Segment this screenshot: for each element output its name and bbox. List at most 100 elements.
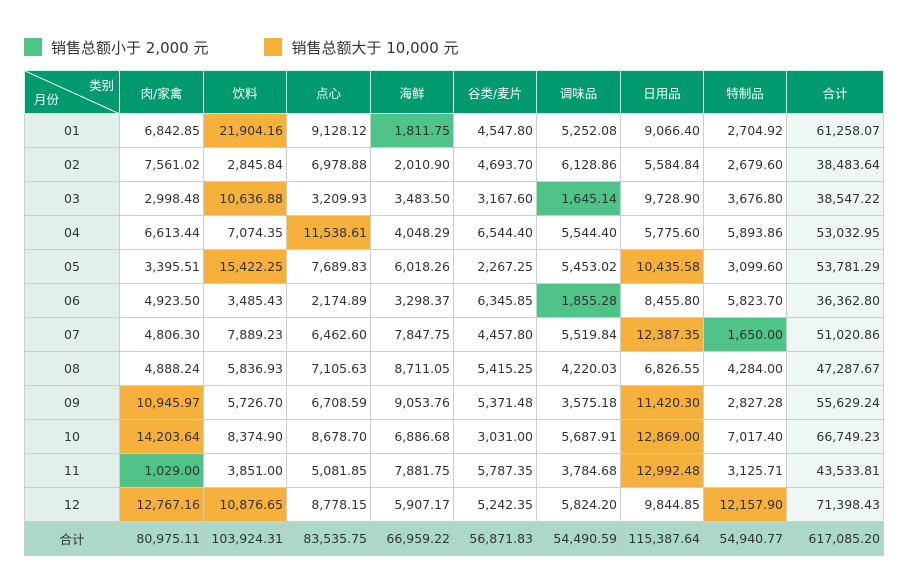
table-body: 01 6,842.85 21,904.16 9,128.12 1,811.75 4,547… [24,113,884,556]
table-row: 11 1,029.00 3,851.00 5,081.85 7,881.75 5,787.… [24,453,884,488]
column-total-cell: 54,490.59 [536,521,621,556]
value-cell: 4,888.24 [119,351,204,386]
column-total-cell: 617,085.20 [786,521,884,556]
value-cell: 9,053.76 [370,385,454,420]
value-cell: 5,519.84 [536,317,621,352]
corner-month-label: 月份 [34,92,60,107]
value-cell: 5,824.20 [536,487,621,522]
column-total-cell: 66,959.22 [370,521,454,556]
value-cell: 3,298.37 [370,283,454,318]
value-cell-above: 12,869.00 [620,419,704,454]
value-cell: 7,889.23 [203,317,287,352]
value-cell: 5,726.70 [203,385,287,420]
value-cell: 3,395.51 [119,249,204,284]
value-cell-above: 21,904.16 [203,113,287,148]
value-cell: 3,167.60 [453,181,537,216]
value-cell: 3,485.43 [203,283,287,318]
value-cell: 4,806.30 [119,317,204,352]
column-header: 点心 [286,70,371,114]
value-cell: 5,836.93 [203,351,287,386]
row-total-cell: 47,287.67 [786,351,884,386]
value-cell: 9,844.85 [620,487,704,522]
value-cell: 5,775.60 [620,215,704,250]
value-cell: 5,415.25 [453,351,537,386]
table-row: 07 4,806.30 7,889.23 6,462.60 7,847.75 4,457.… [24,317,884,352]
month-cell: 01 [24,113,120,148]
row-total-cell: 51,020.86 [786,317,884,352]
sales-table: 类别 月份 肉/家禽 饮料 点心 海鲜 谷类/麦片 调味品 日用品 特制品 合计 01 6,842… [24,70,884,556]
legend-swatch-above [264,38,283,56]
legend-label-below: 销售总额小于 2,000 元 [51,38,209,57]
month-cell: 11 [24,453,120,488]
value-cell: 4,923.50 [119,283,204,318]
value-cell: 6,018.26 [370,249,454,284]
value-cell: 2,267.25 [453,249,537,284]
month-cell: 12 [24,487,120,522]
value-cell: 7,105.63 [286,351,371,386]
value-cell: 6,978.88 [286,147,371,182]
value-cell-below: 1,645.14 [536,181,621,216]
value-cell: 9,728.90 [620,181,704,216]
value-cell: 3,575.18 [536,385,621,420]
value-cell: 6,544.40 [453,215,537,250]
diagonal-divider [25,71,118,113]
value-cell: 5,544.40 [536,215,621,250]
legend-item-above: 销售总额大于 10,000 元 [264,37,459,58]
value-cell: 4,547.80 [453,113,537,148]
value-cell: 7,847.75 [370,317,454,352]
value-cell: 8,455.80 [620,283,704,318]
table-row: 04 6,613.44 7,074.35 11,538.61 4,048.29 6,544… [24,215,884,250]
value-cell-above: 10,636.88 [203,181,287,216]
value-cell: 5,893.86 [703,215,787,250]
column-header: 合计 [786,70,884,114]
month-cell: 10 [24,419,120,454]
table-row: 06 4,923.50 3,485.43 2,174.89 3,298.37 6,345.… [24,283,884,318]
table-row: 12 12,767.16 10,876.65 8,778.15 5,907.17 5,24… [24,487,884,522]
value-cell: 3,125.71 [703,453,787,488]
column-header: 饮料 [203,70,287,114]
value-cell: 5,081.85 [286,453,371,488]
totals-label: 合计 [24,521,120,556]
value-cell-above: 14,203.64 [119,419,204,454]
column-total-cell: 103,924.31 [203,521,287,556]
value-cell: 7,017.40 [703,419,787,454]
value-cell: 4,048.29 [370,215,454,250]
value-cell: 6,462.60 [286,317,371,352]
value-cell-above: 10,945.97 [119,385,204,420]
value-cell: 7,881.75 [370,453,454,488]
column-header: 海鲜 [370,70,454,114]
row-total-cell: 38,547.22 [786,181,884,216]
legend-label-above: 销售总额大于 10,000 元 [291,38,459,57]
value-cell: 6,842.85 [119,113,204,148]
column-total-cell: 83,535.75 [286,521,371,556]
value-cell: 5,252.08 [536,113,621,148]
row-total-cell: 66,749.23 [786,419,884,454]
value-cell-above: 12,157.90 [703,487,787,522]
value-cell: 6,826.55 [620,351,704,386]
legend-item-below: 销售总额小于 2,000 元 [24,37,208,58]
column-header: 谷类/麦片 [453,70,537,114]
month-cell: 03 [24,181,120,216]
row-total-cell: 53,781.29 [786,249,884,284]
table-row: 05 3,395.51 15,422.25 7,689.83 6,018.26 2,267… [24,249,884,284]
column-header: 肉/家禽 [119,70,204,114]
table-row: 08 4,888.24 5,836.93 7,105.63 8,711.05 5,415.… [24,351,884,386]
value-cell: 3,851.00 [203,453,287,488]
value-cell: 3,676.80 [703,181,787,216]
value-cell: 4,284.00 [703,351,787,386]
value-cell-below: 1,811.75 [370,113,454,148]
value-cell-below: 1,855.28 [536,283,621,318]
value-cell: 2,010.90 [370,147,454,182]
value-cell: 3,099.60 [703,249,787,284]
month-cell: 04 [24,215,120,250]
value-cell: 9,128.12 [286,113,371,148]
row-total-cell: 38,483.64 [786,147,884,182]
value-cell: 6,345.85 [453,283,537,318]
month-cell: 08 [24,351,120,386]
value-cell-below: 1,029.00 [119,453,204,488]
month-cell: 02 [24,147,120,182]
value-cell: 2,679.60 [703,147,787,182]
value-cell-above: 15,422.25 [203,249,287,284]
value-cell: 3,209.93 [286,181,371,216]
value-cell: 9,066.40 [620,113,704,148]
